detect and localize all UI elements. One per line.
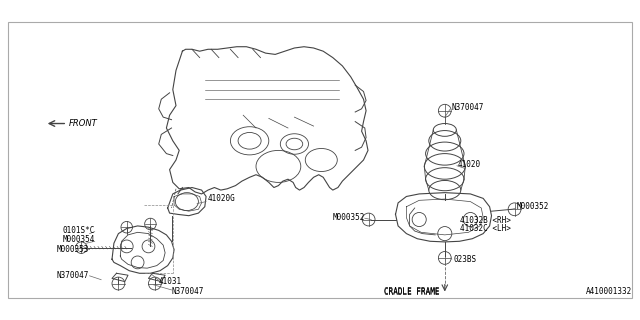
Text: N370047: N370047 (172, 287, 204, 296)
Text: 0101S*C: 0101S*C (63, 226, 95, 235)
Text: 41020: 41020 (458, 160, 481, 169)
Text: M000353: M000353 (56, 245, 89, 254)
Text: M000354: M000354 (63, 236, 95, 244)
Text: 41031: 41031 (159, 277, 182, 286)
Text: 023BS: 023BS (453, 255, 476, 264)
Text: 41020G: 41020G (208, 194, 236, 203)
Text: N370047: N370047 (451, 103, 484, 112)
Text: CRADLE FRAME: CRADLE FRAME (384, 287, 440, 296)
Text: A410001332: A410001332 (586, 287, 632, 296)
Text: M000352: M000352 (333, 213, 365, 222)
Text: FRONT: FRONT (69, 119, 98, 128)
Text: M000352: M000352 (517, 202, 550, 211)
Text: 41032B <RH>: 41032B <RH> (460, 216, 510, 225)
Text: CRADLE FRAME: CRADLE FRAME (384, 288, 440, 297)
Text: N370047: N370047 (56, 271, 89, 280)
Text: 41032C <LH>: 41032C <LH> (460, 224, 510, 233)
